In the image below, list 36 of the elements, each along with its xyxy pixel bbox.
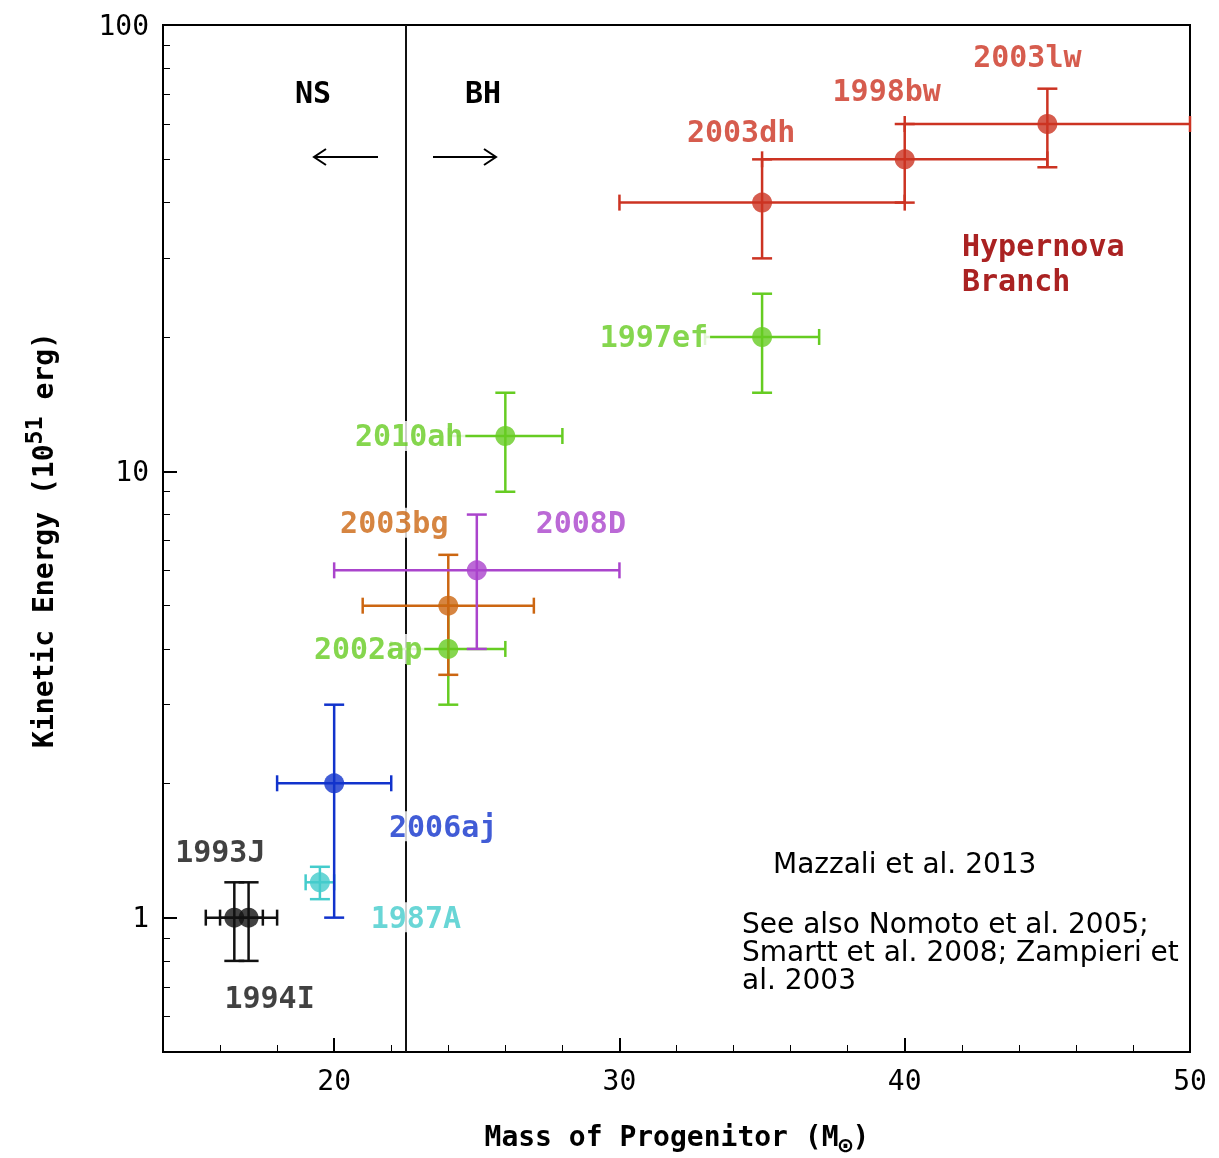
series-label: 2010ah xyxy=(354,418,464,454)
series-label: 2008D xyxy=(535,504,626,540)
series-label: 1993J xyxy=(175,834,266,870)
series-label: 1997ef xyxy=(599,319,709,355)
point xyxy=(438,638,459,659)
point xyxy=(309,872,330,893)
point xyxy=(752,326,773,347)
series-label: 2003dh xyxy=(686,114,796,150)
point xyxy=(752,192,773,213)
x-tick-label: 20 xyxy=(317,1063,352,1097)
annotation: Mazzali et al. 2013 xyxy=(773,847,1037,880)
y-tick-label: 100 xyxy=(98,8,149,42)
point xyxy=(894,149,915,170)
y-tick-label: 1 xyxy=(132,901,149,935)
point xyxy=(438,595,459,616)
series-label: 1998bw xyxy=(832,72,942,108)
point xyxy=(324,773,345,794)
series-label: 2003lw xyxy=(973,38,1083,74)
series-label: 1987A xyxy=(370,899,462,935)
annotation: Hypernova Branch xyxy=(962,228,1126,298)
x-tick-label: 50 xyxy=(1173,1063,1207,1097)
x-tick-label: 40 xyxy=(887,1063,922,1097)
point xyxy=(238,907,259,928)
x-tick-label: 30 xyxy=(602,1063,637,1097)
x-axis-title: Mass of Progenitor (M$_{⊙}$) xyxy=(484,1120,870,1158)
annotation: BH xyxy=(465,75,502,110)
annotation: See also Nomoto et al. 2005; Smartt et al. 2008; Zampieri et al. 2003 xyxy=(742,907,1180,996)
annotation: NS xyxy=(295,75,332,110)
point xyxy=(495,425,516,446)
series-label: 2006aj xyxy=(388,808,498,844)
series-label: 2002ap xyxy=(313,631,423,667)
series-label: 1994I xyxy=(224,980,315,1016)
point xyxy=(466,560,487,581)
y-tick-label: 10 xyxy=(115,454,149,488)
point xyxy=(1037,114,1058,135)
series-label: 2003bg xyxy=(340,505,449,541)
